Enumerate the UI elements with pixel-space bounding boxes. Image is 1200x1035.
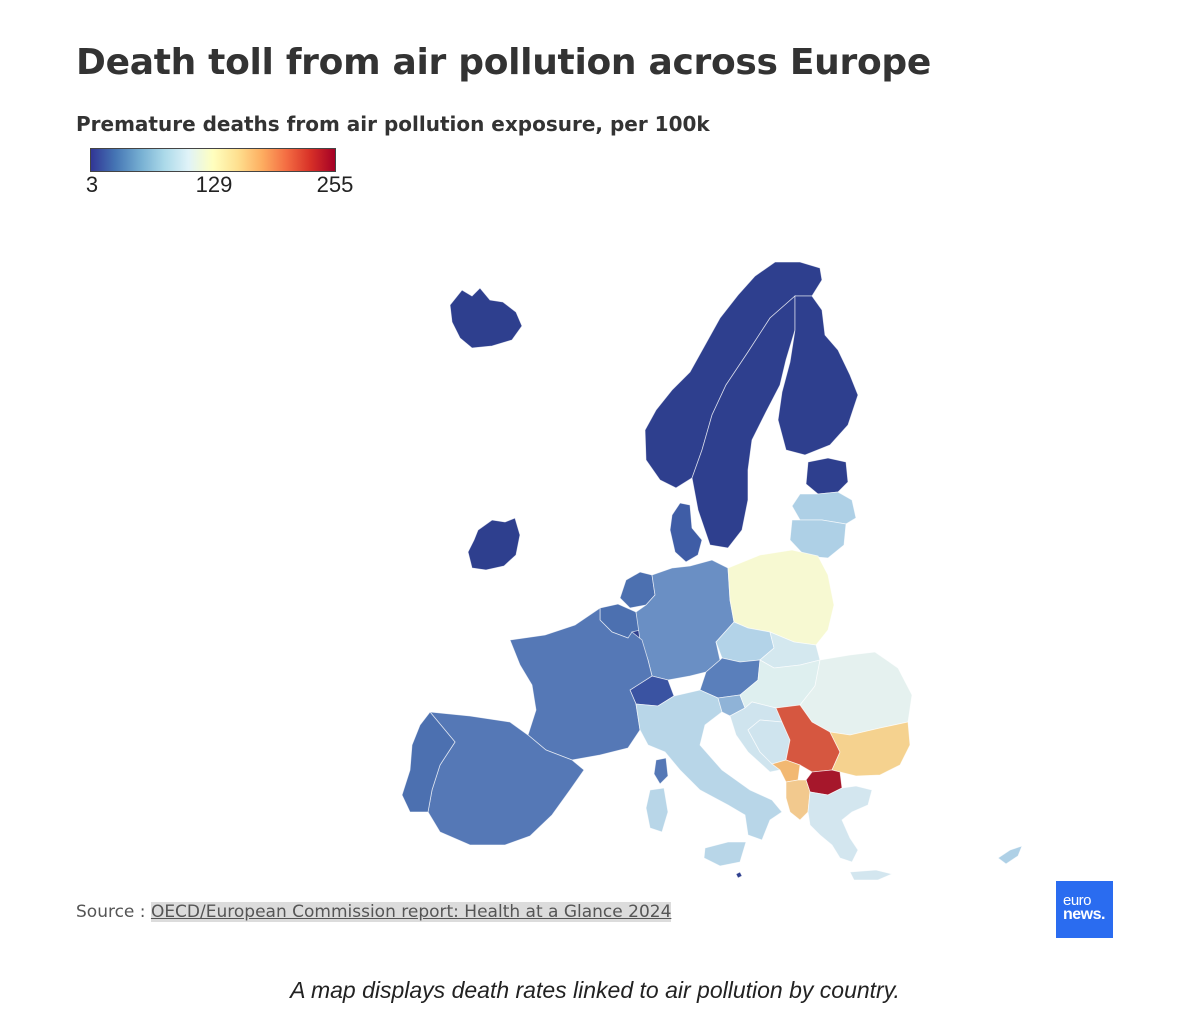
country-latvia[interactable] [791, 491, 857, 525]
image-caption: A map displays death rates linked to air… [290, 977, 900, 1003]
country-france[interactable] [509, 607, 653, 761]
legend-min-label: 3 [85, 172, 99, 197]
country-italy[interactable] [635, 689, 783, 841]
source-link[interactable]: OECD/European Commission report: Health … [150, 902, 672, 922]
country-france-corsica[interactable] [653, 757, 669, 785]
country-greece[interactable] [807, 785, 873, 863]
country-italy-sardinia[interactable] [645, 787, 669, 833]
country-denmark[interactable] [669, 502, 703, 563]
country-greece-crete[interactable] [849, 869, 894, 881]
legend-gradient-bar [90, 148, 336, 172]
country-bulgaria[interactable] [829, 721, 911, 777]
country-estonia[interactable] [805, 457, 849, 495]
country-portugal[interactable] [401, 711, 456, 813]
source-note: Source : OECD/European Commission report… [76, 902, 672, 922]
country-albania[interactable] [785, 779, 811, 821]
chart-title: Death toll from air pollution across Eur… [76, 42, 931, 83]
country-finland[interactable] [777, 295, 859, 456]
chart-subtitle: Premature deaths from air pollution expo… [76, 112, 710, 136]
legend-max-label: 255 [316, 172, 354, 197]
country-cyprus[interactable] [997, 845, 1023, 865]
country-lithuania[interactable] [789, 519, 847, 559]
country-iceland[interactable] [449, 287, 523, 349]
euronews-logo: euro news. [1056, 881, 1113, 938]
country-sweden[interactable] [691, 295, 796, 549]
country-italy-sicily[interactable] [703, 841, 747, 867]
logo-line1: euro [1063, 892, 1092, 909]
logo-line2: news. [1063, 906, 1105, 923]
country-malta[interactable] [735, 871, 743, 879]
color-legend: 3 129 255 [86, 148, 353, 198]
source-prefix: Source : [76, 902, 151, 922]
legend-mid-label: 129 [195, 172, 233, 197]
country-ireland[interactable] [467, 517, 521, 571]
